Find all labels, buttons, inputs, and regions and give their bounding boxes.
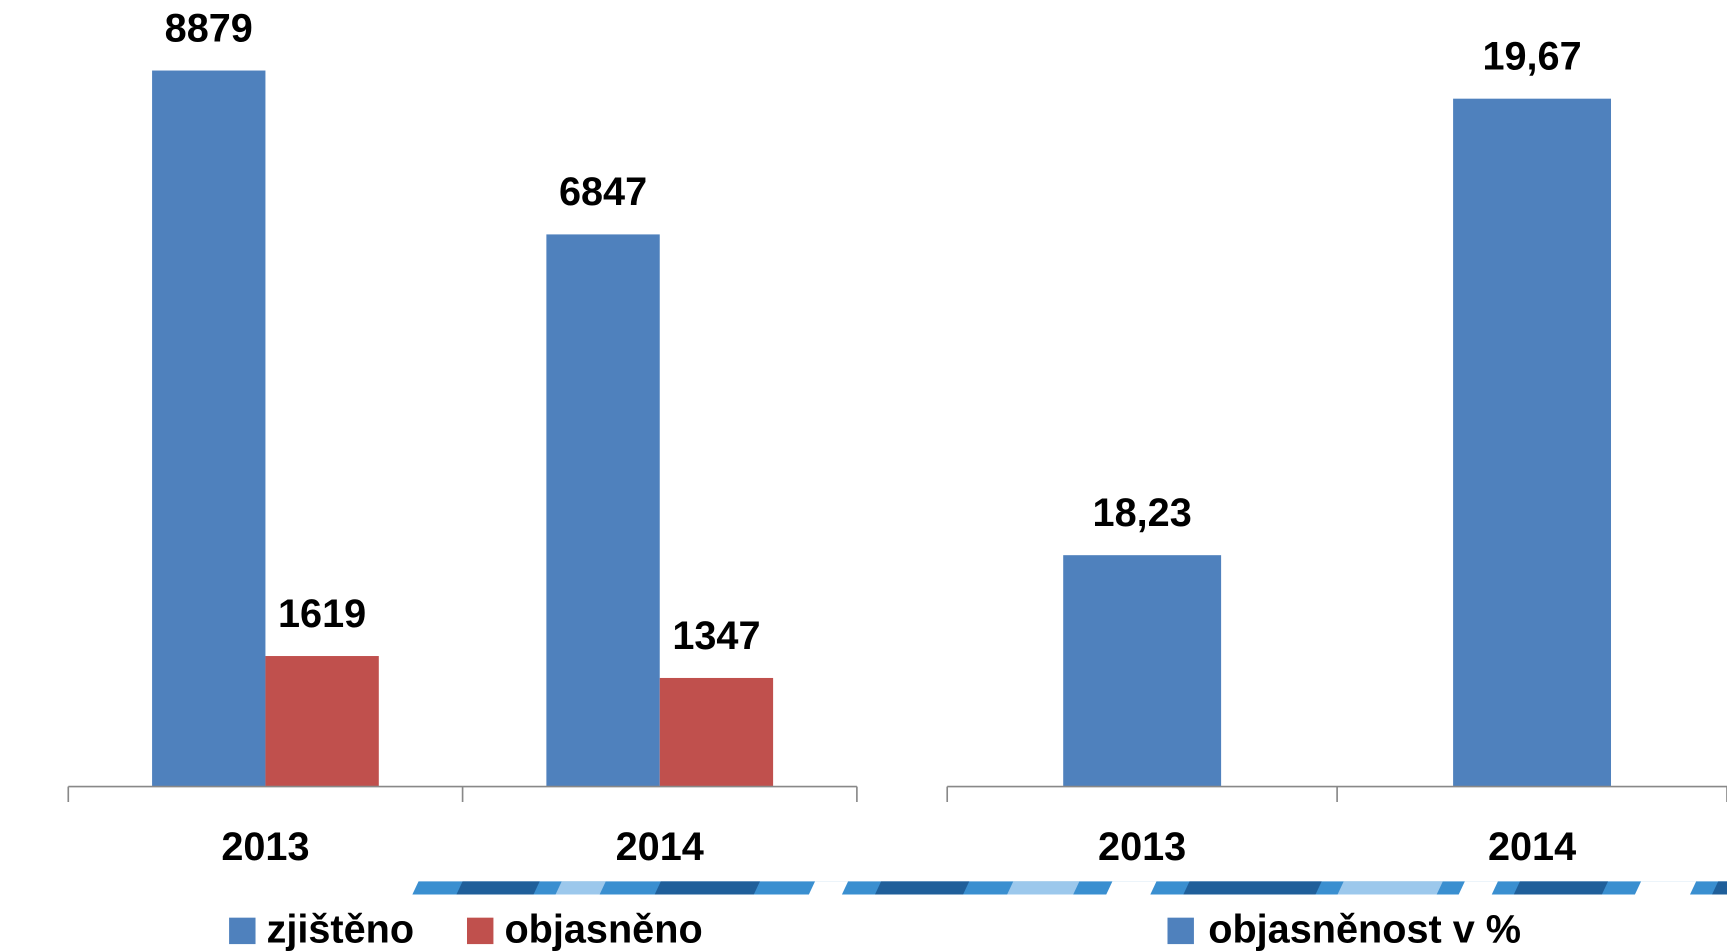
x-tick-label: 2013 (221, 825, 309, 869)
bar (1453, 98, 1612, 787)
data-label: 6847 (559, 170, 647, 214)
legend-label: objasněnost v % (1208, 907, 1521, 951)
data-label: 18,23 (1093, 491, 1192, 535)
bar (265, 656, 379, 787)
bar (546, 234, 660, 787)
legend-swatch (1167, 917, 1194, 945)
bar (659, 677, 774, 787)
bar (1063, 555, 1222, 787)
legend-swatch (466, 917, 494, 945)
data-label: 1619 (278, 592, 366, 636)
bar (152, 70, 266, 787)
legend-label: objasněno (504, 907, 702, 951)
data-label: 19,67 (1482, 34, 1581, 78)
x-tick-label: 2014 (1488, 825, 1576, 869)
x-tick-label: 2014 (616, 825, 704, 869)
legend-label: zjištěno (267, 907, 415, 951)
x-tick-label: 2013 (1098, 825, 1186, 869)
data-label: 1347 (672, 614, 760, 658)
decorative-stripe (412, 881, 1727, 895)
data-label: 8879 (165, 6, 253, 50)
legend-swatch (229, 917, 256, 945)
